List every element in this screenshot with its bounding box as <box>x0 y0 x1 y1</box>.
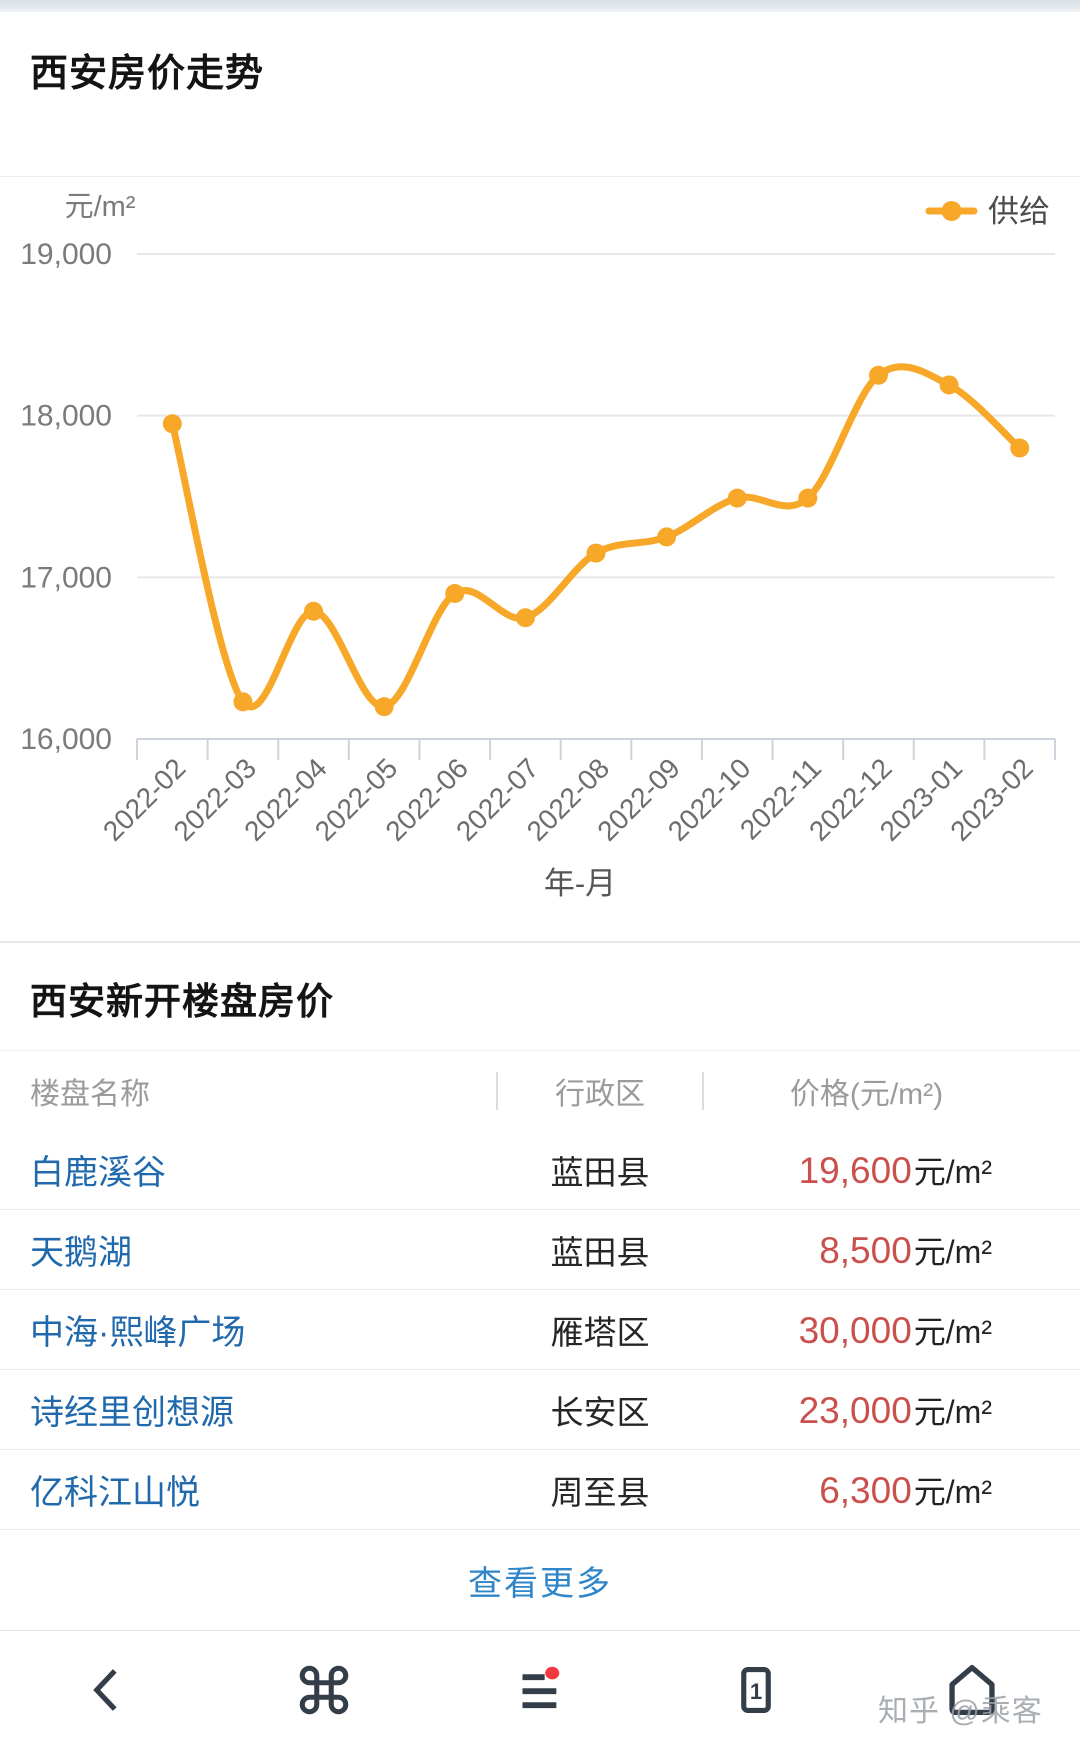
price-unit: 元/m² <box>913 1153 992 1190</box>
window-count-icon: 1 <box>741 1666 771 1713</box>
header-divider <box>496 1072 498 1110</box>
legend-supply[interactable]: 供给 <box>925 194 1050 229</box>
table-row: 亿科江山悦 周至县 6,300 元/m² <box>0 1450 1080 1530</box>
property-link[interactable]: 中海·熙峰广场 <box>30 1314 246 1352</box>
price-value: 8,500 <box>819 1229 912 1271</box>
district-cell: 周至县 <box>550 1473 650 1511</box>
bottom-nav-bar: 1 <box>0 1630 1080 1748</box>
table-row: 天鹅湖 蓝田县 8,500 元/m² <box>0 1210 1080 1290</box>
district-cell: 雁塔区 <box>550 1313 650 1351</box>
district-cell: 蓝田县 <box>550 1233 650 1271</box>
svg-text:17,000: 17,000 <box>20 561 112 594</box>
table-header: 楼盘名称 行政区 价格(元/m²) <box>0 1050 1080 1130</box>
property-link[interactable]: 亿科江山悦 <box>30 1474 200 1512</box>
price-cell: 23,000 元/m² <box>703 1387 1080 1433</box>
home-icon <box>949 1664 995 1715</box>
price-value: 19,600 <box>798 1149 912 1191</box>
price-value: 30,000 <box>798 1309 912 1351</box>
nav-apps-button[interactable] <box>216 1631 432 1748</box>
section-heading: 西安新开楼盘房价 <box>30 981 334 1022</box>
price-value: 23,000 <box>798 1389 912 1431</box>
price-unit: 元/m² <box>913 1393 992 1430</box>
view-more-row: 查看更多 <box>0 1530 1080 1630</box>
nav-windows-button[interactable]: 1 <box>648 1631 864 1748</box>
price-trend-chart[interactable]: 16,00017,00018,00019,000元/m²2022-022022-… <box>0 178 1080 943</box>
svg-text:16,000: 16,000 <box>20 723 112 756</box>
price-cell: 6,300 元/m² <box>703 1467 1080 1513</box>
svg-text:年-月: 年-月 <box>544 866 616 901</box>
price-cell: 8,500 元/m² <box>703 1227 1080 1273</box>
svg-text:19,000: 19,000 <box>20 238 112 271</box>
header-divider <box>702 1072 704 1110</box>
column-header-name: 楼盘名称 <box>30 1077 150 1111</box>
price-unit: 元/m² <box>913 1313 992 1350</box>
table-row: 中海·熙峰广场 雁塔区 30,000 元/m² <box>0 1290 1080 1370</box>
svg-text:供给: 供给 <box>988 194 1050 229</box>
price-unit: 元/m² <box>913 1473 992 1510</box>
column-header-price: 价格(元/m²) <box>789 1077 944 1111</box>
column-header-district: 行政区 <box>555 1077 645 1111</box>
nav-list-button[interactable] <box>432 1631 648 1748</box>
apps-command-icon <box>299 1665 349 1714</box>
price-cell: 19,600 元/m² <box>703 1147 1080 1193</box>
table-row: 诗经里创想源 长安区 23,000 元/m² <box>0 1370 1080 1450</box>
trend-title-section: 西安房价走势 <box>0 12 1080 177</box>
new-listings-section: 西安新开楼盘房价 楼盘名称 行政区 价格(元/m²) 白鹿溪谷 蓝田县 19,6… <box>0 945 1080 1630</box>
price-cell: 30,000 元/m² <box>703 1307 1080 1353</box>
notification-dot <box>545 1666 560 1679</box>
listings-table: 白鹿溪谷 蓝田县 19,600 元/m² 天鹅湖 蓝田县 8,500 元/m² 中海… <box>0 1130 1080 1530</box>
back-icon <box>93 1668 117 1711</box>
table-row: 白鹿溪谷 蓝田县 19,600 元/m² <box>0 1130 1080 1210</box>
nav-back-button[interactable] <box>0 1631 216 1748</box>
status-top-band <box>0 0 1080 12</box>
svg-text:1: 1 <box>750 1678 762 1703</box>
price-value: 6,300 <box>819 1469 912 1511</box>
list-badge-icon <box>522 1666 560 1708</box>
svg-text:18,000: 18,000 <box>20 400 112 433</box>
svg-text:元/m²: 元/m² <box>65 191 136 223</box>
district-cell: 蓝田县 <box>550 1153 650 1191</box>
price-unit: 元/m² <box>913 1233 992 1270</box>
property-link[interactable]: 白鹿溪谷 <box>30 1154 166 1192</box>
property-link[interactable]: 天鹅湖 <box>30 1234 132 1272</box>
nav-home-button[interactable] <box>864 1631 1080 1748</box>
district-cell: 长安区 <box>550 1393 650 1431</box>
property-link[interactable]: 诗经里创想源 <box>30 1394 234 1432</box>
watermark: 知乎 @乘客 <box>878 1695 1043 1728</box>
view-more-link[interactable]: 查看更多 <box>468 1564 612 1603</box>
price-trend-card: 16,000 17,000 18,000 19,000 元/m² 2022-02 2022-… <box>0 178 1080 943</box>
page-title: 西安房价走势 <box>30 53 265 95</box>
